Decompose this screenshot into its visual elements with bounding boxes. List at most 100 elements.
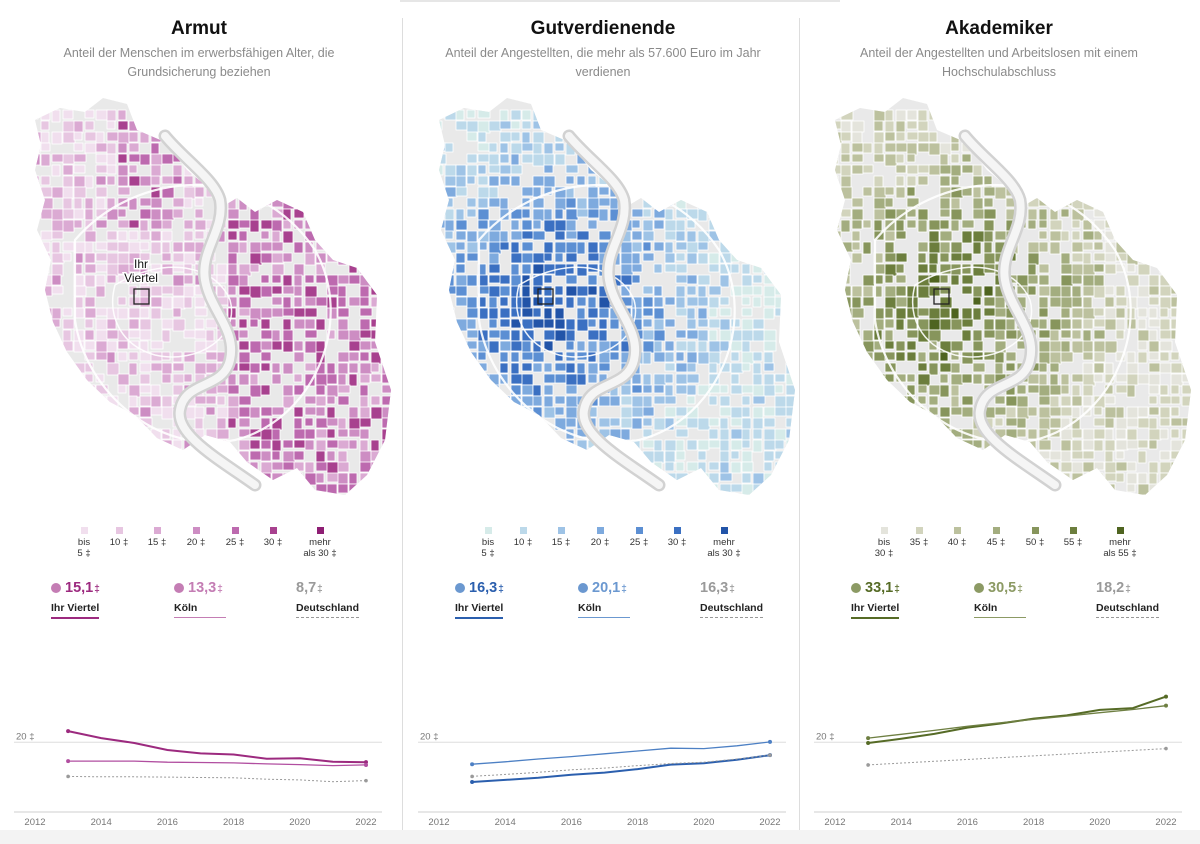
stat-koeln[interactable]: 20,1‡ Köln xyxy=(578,580,698,618)
x-tick-label: 2018 xyxy=(223,817,244,828)
stat-deutschland[interactable]: 8,7‡ Deutschland xyxy=(296,580,416,618)
legend-swatch xyxy=(635,527,643,534)
x-tick-label: 2012 xyxy=(824,817,845,828)
stat-ihr-viertel[interactable]: 16,3‡ Ihr Viertel xyxy=(455,580,575,619)
panel-subtitle: Anteil der Angestellten und Arbeitslosen… xyxy=(860,46,1138,79)
legend-label: 5 ‡ xyxy=(481,548,495,559)
x-tick-label: 2018 xyxy=(1023,817,1044,828)
stat-label: Deutschland xyxy=(700,602,764,618)
series-endpoint xyxy=(364,778,368,783)
selected-district-marker xyxy=(133,288,150,305)
series-endpoint xyxy=(1164,694,1168,699)
stat-label: Deutschland xyxy=(1096,602,1160,618)
stat-number: 13,3 xyxy=(188,580,217,596)
legend-item: 25 ‡ xyxy=(619,527,659,548)
legend-label: mehr xyxy=(1109,537,1131,548)
x-tick-label: 2016 xyxy=(957,817,978,828)
legend-label: 50 ‡ xyxy=(1025,537,1045,548)
stat-label: Deutschland xyxy=(296,602,360,618)
legend-label: als 55 ‡ xyxy=(1103,548,1137,559)
x-tick-label: 2016 xyxy=(157,817,178,828)
gridline-label: 20 ‡ xyxy=(816,731,835,742)
choropleth-map xyxy=(835,98,1191,495)
legend-item: 20 ‡ xyxy=(580,527,620,548)
stat-value: 18,2‡ xyxy=(1096,580,1200,598)
panel-armut: Armut Anteil der Menschen im erwerbsfähi… xyxy=(0,0,398,844)
legend-swatch xyxy=(880,527,888,534)
legend-label: 45 ‡ xyxy=(986,537,1006,548)
series-line-deutschland xyxy=(68,775,367,783)
series-line-deutschland xyxy=(472,754,771,777)
legend-label: 25 ‡ xyxy=(225,537,245,548)
legend-label: bis xyxy=(77,537,91,548)
series-endpoint xyxy=(66,759,71,764)
legend-swatch xyxy=(231,527,239,534)
series-line-deutschland xyxy=(868,748,1167,766)
legend-item: 15 ‡ xyxy=(541,527,581,548)
legend-label: bis xyxy=(481,537,495,548)
series-line-ihr-viertel xyxy=(472,754,771,783)
legend-swatch xyxy=(1116,527,1124,534)
x-tick-label: 2014 xyxy=(891,817,912,828)
panel-subtitle: Anteil der Menschen im erwerbsfähigen Al… xyxy=(63,46,335,79)
legend-swatch xyxy=(115,527,123,534)
legend-swatch xyxy=(596,527,604,534)
legend-swatch xyxy=(673,527,681,534)
legend-label: 35 ‡ xyxy=(909,537,929,548)
stat-value: 16,3‡ xyxy=(455,580,575,598)
stat-number: 16,3 xyxy=(469,580,498,596)
map-label: Ihr xyxy=(134,257,148,271)
series-endpoint xyxy=(866,740,871,745)
stat-deutschland[interactable]: 18,2‡ Deutschland xyxy=(1096,580,1200,618)
legend-label: 5 ‡ xyxy=(77,548,91,559)
stat-koeln[interactable]: 13,3‡ Köln xyxy=(174,580,294,618)
stat-deutschland[interactable]: 16,3‡ Deutschland xyxy=(700,580,820,618)
legend-label: 10 ‡ xyxy=(109,537,129,548)
line-chart: 20 ‡ 2012 2014 2016 2018 2020 2022 xyxy=(418,731,786,828)
series-line-koeln xyxy=(868,705,1167,739)
stat-value: 33,1‡ xyxy=(851,580,971,598)
legend-swatch xyxy=(720,527,728,534)
legend-item: 10 ‡ xyxy=(503,527,543,548)
selected-district-marker xyxy=(933,288,950,305)
legend-label: mehr xyxy=(713,537,735,548)
panel-divider xyxy=(402,18,403,830)
line-chart: 20 ‡ 2012 2014 2016 2018 2020 2022 xyxy=(814,694,1182,828)
stat-koeln[interactable]: 30,5‡ Köln xyxy=(974,580,1094,618)
panel-title: Akademiker xyxy=(945,18,1053,39)
legend-item: 30 ‡ xyxy=(657,527,697,548)
stat-value: 15,1‡ xyxy=(51,580,171,598)
legend-swatch xyxy=(519,527,527,534)
series-line-koeln xyxy=(68,760,367,767)
legend-swatch xyxy=(316,527,324,534)
series-line-ihr-viertel xyxy=(867,695,1167,744)
x-tick-label: 2016 xyxy=(561,817,582,828)
legend-item: bis 5 ‡ xyxy=(64,527,104,559)
x-tick-label: 2022 xyxy=(355,817,376,828)
map-label: Viertel xyxy=(124,271,158,285)
legend-item: mehr als 55 ‡ xyxy=(1100,527,1140,559)
legend-swatch xyxy=(80,527,88,534)
stat-ihr-viertel[interactable]: 15,1‡ Ihr Viertel xyxy=(51,580,171,619)
series-line-koeln xyxy=(472,741,771,765)
legend-item: 20 ‡ xyxy=(176,527,216,548)
stat-label: Ihr Viertel xyxy=(51,602,100,619)
stat-unit: ‡ xyxy=(894,584,900,595)
line-chart: 20 ‡ 2012 2014 2016 2018 2020 2022 xyxy=(14,729,382,828)
stat-number: 18,2 xyxy=(1096,580,1125,596)
stat-ihr-viertel[interactable]: 33,1‡ Ihr Viertel xyxy=(851,580,971,619)
x-tick-label: 2022 xyxy=(759,817,780,828)
legend-swatch xyxy=(153,527,161,534)
stat-unit: ‡ xyxy=(217,584,223,595)
legend-swatch xyxy=(269,527,277,534)
series-endpoint xyxy=(1164,746,1168,751)
stat-label: Köln xyxy=(578,602,630,618)
legend-label: als 30 ‡ xyxy=(707,548,741,559)
x-tick-label: 2018 xyxy=(627,817,648,828)
legend-label: bis xyxy=(877,537,891,548)
legend-item: 35 ‡ xyxy=(899,527,939,548)
legend-swatch xyxy=(192,527,200,534)
x-tick-label: 2020 xyxy=(1089,817,1110,828)
legend-swatch xyxy=(1069,527,1077,534)
